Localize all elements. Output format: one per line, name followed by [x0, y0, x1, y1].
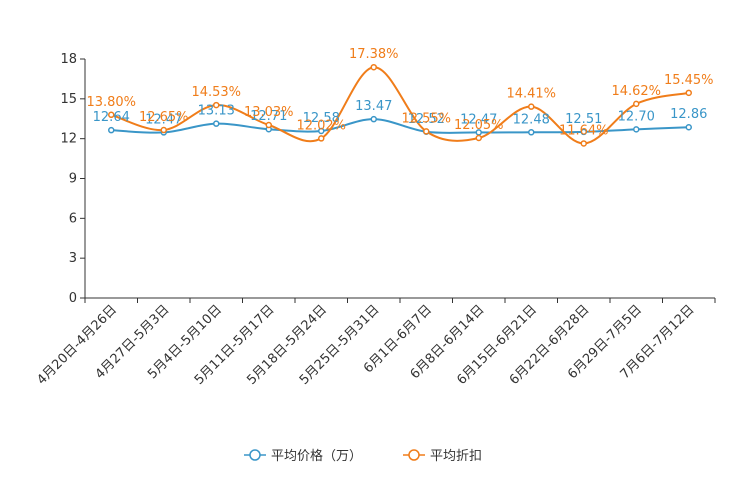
data-label: 12.51: [565, 112, 602, 127]
data-point: [633, 126, 640, 133]
data-label: 12.02%: [296, 118, 346, 133]
data-point: [318, 135, 325, 142]
legend[interactable]: 平均价格（万） 平均折扣: [244, 448, 482, 464]
data-label: 12.64: [93, 110, 130, 125]
y-tick-label: 18: [60, 52, 77, 67]
data-label: 11.64%: [559, 123, 609, 138]
data-label: 12.48: [513, 112, 550, 127]
data-point: [633, 100, 640, 108]
data-label: 12.52: [408, 112, 445, 127]
y-tick-label: 12: [60, 132, 77, 147]
y-tick-label: 3: [69, 251, 77, 266]
data-point: [423, 128, 430, 135]
y-tick-label: 0: [69, 291, 77, 306]
data-label: 12.55%: [401, 111, 451, 126]
data-point: [580, 140, 587, 147]
y-tick-label: 15: [60, 92, 77, 107]
data-point: [265, 121, 272, 129]
data-point: [318, 127, 325, 135]
data-point: [475, 134, 482, 142]
data-label: 12.58: [303, 111, 340, 126]
data-label: 12.70: [618, 109, 655, 124]
x-axis-group: 4月20日-4月26日4月27日-5月3日5月4日-5月10日5月11日-5月1…: [34, 297, 716, 388]
data-label: 12.86: [670, 107, 707, 122]
data-point: [370, 63, 377, 71]
data-label: 13.80%: [86, 95, 136, 110]
legend-swatch-marker: [408, 449, 420, 461]
data-point: [528, 129, 535, 136]
data-label: 15.45%: [664, 73, 714, 88]
data-point: [213, 101, 220, 109]
legend-item-label: 平均折扣: [430, 449, 482, 464]
data-label: 12.47: [460, 112, 497, 127]
data-point: [528, 103, 535, 110]
data-label: 14.41%: [506, 87, 556, 102]
series-line-0: [111, 118, 689, 134]
data-point: [580, 128, 587, 136]
data-point: [685, 89, 692, 97]
data-label: 14.62%: [611, 84, 661, 99]
data-label: 14.53%: [191, 85, 241, 100]
y-tick-label: 6: [69, 211, 77, 226]
data-point: [160, 126, 167, 134]
data-label: 12.65%: [139, 110, 189, 125]
data-label: 12.47: [145, 112, 182, 127]
data-point: [108, 126, 115, 134]
data-label: 17.38%: [349, 47, 399, 62]
data-label: 12.71: [250, 109, 287, 124]
data-label: 12.05%: [454, 118, 504, 133]
legend-swatch-marker: [249, 449, 261, 461]
data-point: [685, 123, 692, 131]
data-point: [370, 115, 377, 123]
y-tick-label: 9: [69, 172, 77, 187]
series-points: [108, 63, 692, 147]
data-point: [213, 120, 220, 127]
legend-item-label: 平均价格（万）: [271, 448, 362, 464]
data-label: 13.47: [355, 99, 392, 114]
data-point: [108, 111, 115, 119]
data-label: 13.13: [198, 104, 235, 119]
y-axis-group: 0 3 6 9 12 15 18: [60, 52, 86, 306]
data-labels: 12.64 12.47 13.13 12.71 12.58 13.47 12.52 12.47…: [86, 47, 713, 138]
data-label: 13.03%: [244, 105, 294, 120]
